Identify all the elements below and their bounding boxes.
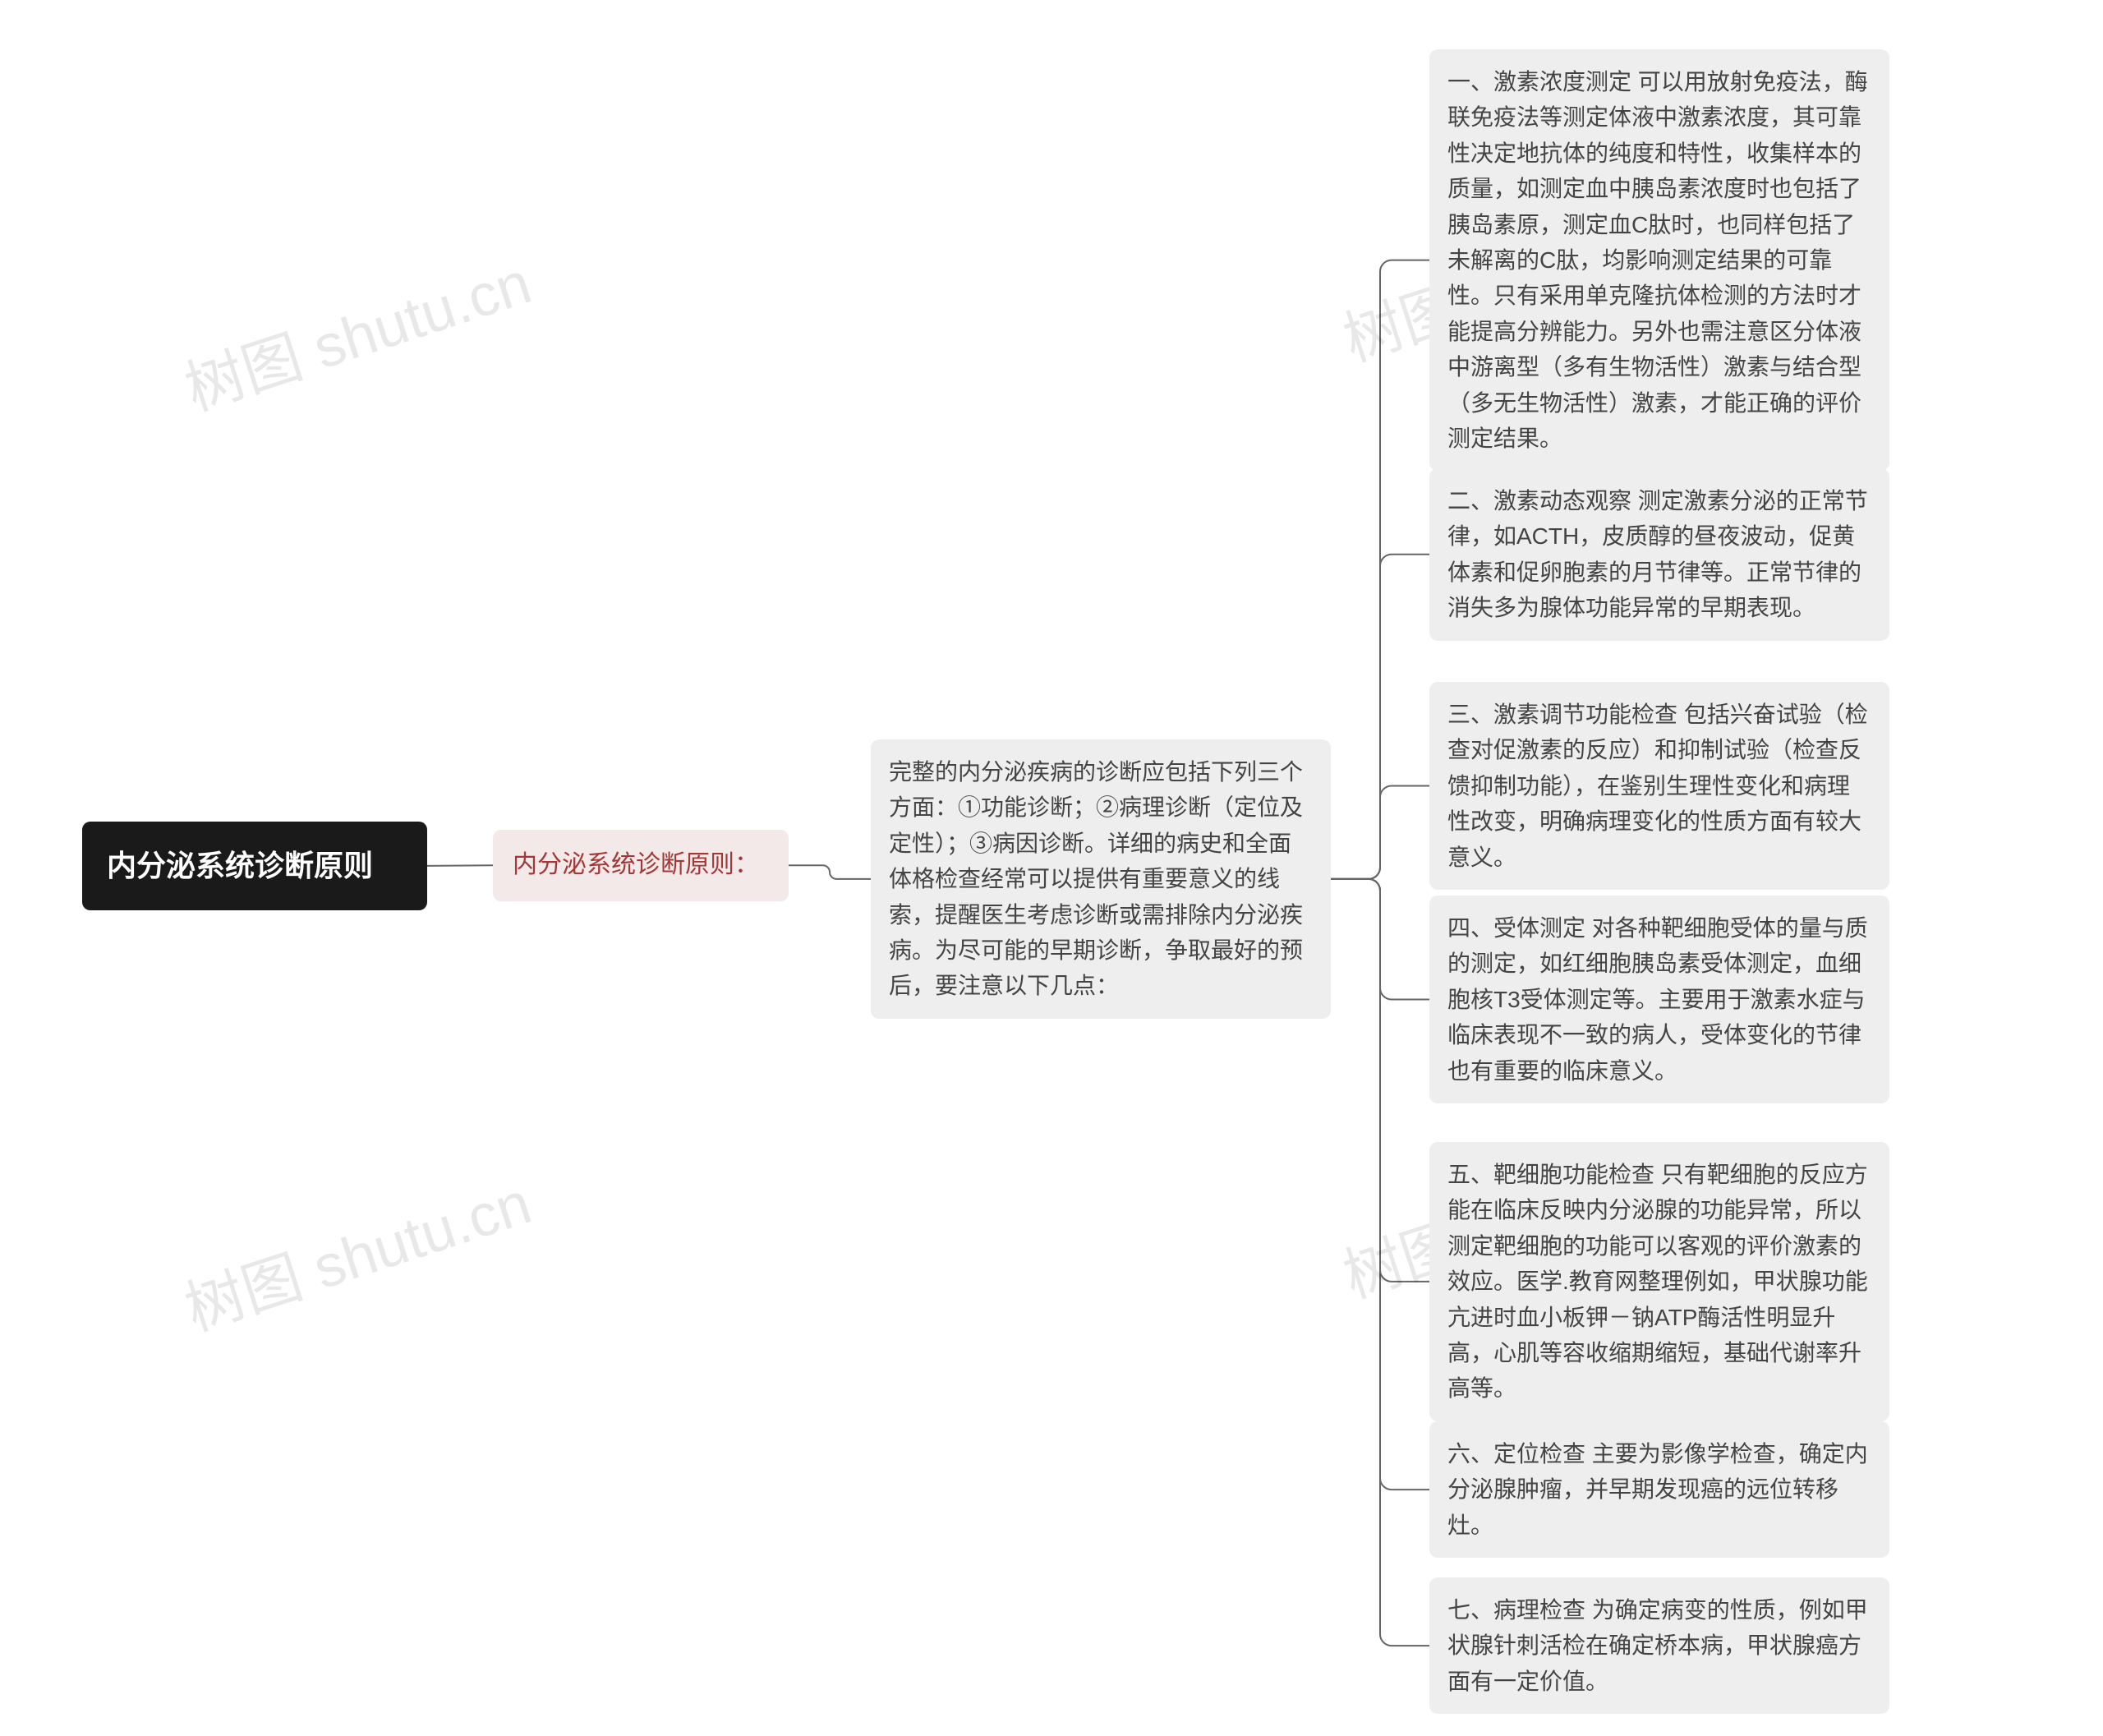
- watermark: 树图 shutu.cn: [173, 234, 540, 427]
- leaf-node-4[interactable]: 四、受体测定 对各种靶细胞受体的量与质的测定，如红细胞胰岛素受体测定，血细胞核T…: [1429, 896, 1889, 1103]
- branch-node[interactable]: 内分泌系统诊断原则：: [493, 830, 789, 901]
- leaf-node-3[interactable]: 三、激素调节功能检查 包括兴奋试验（检查对促激素的反应）和抑制试验（检查反馈抑制…: [1429, 682, 1889, 890]
- leaf-node-6[interactable]: 六、定位检查 主要为影像学检查，确定内分泌腺肿瘤，并早期发现癌的远位转移灶。: [1429, 1421, 1889, 1558]
- watermark: 树图 shutu.cn: [173, 1154, 540, 1347]
- root-node[interactable]: 内分泌系统诊断原则: [82, 822, 427, 910]
- intro-node[interactable]: 完整的内分泌疾病的诊断应包括下列三个方面：①功能诊断；②病理诊断（定位及定性）；…: [871, 739, 1331, 1019]
- leaf-node-7[interactable]: 七、病理检查 为确定病变的性质，例如甲状腺针刺活检在确定桥本病，甲状腺癌方面有一…: [1429, 1577, 1889, 1714]
- leaf-node-5[interactable]: 五、靶细胞功能检查 只有靶细胞的反应方能在临床反映内分泌腺的功能异常，所以测定靶…: [1429, 1142, 1889, 1421]
- leaf-node-1[interactable]: 一、激素浓度测定 可以用放射免疫法，酶联免疫法等测定体液中激素浓度，其可靠性决定…: [1429, 49, 1889, 471]
- leaf-node-2[interactable]: 二、激素动态观察 测定激素分泌的正常节律，如ACTH，皮质醇的昼夜波动，促黄体素…: [1429, 468, 1889, 641]
